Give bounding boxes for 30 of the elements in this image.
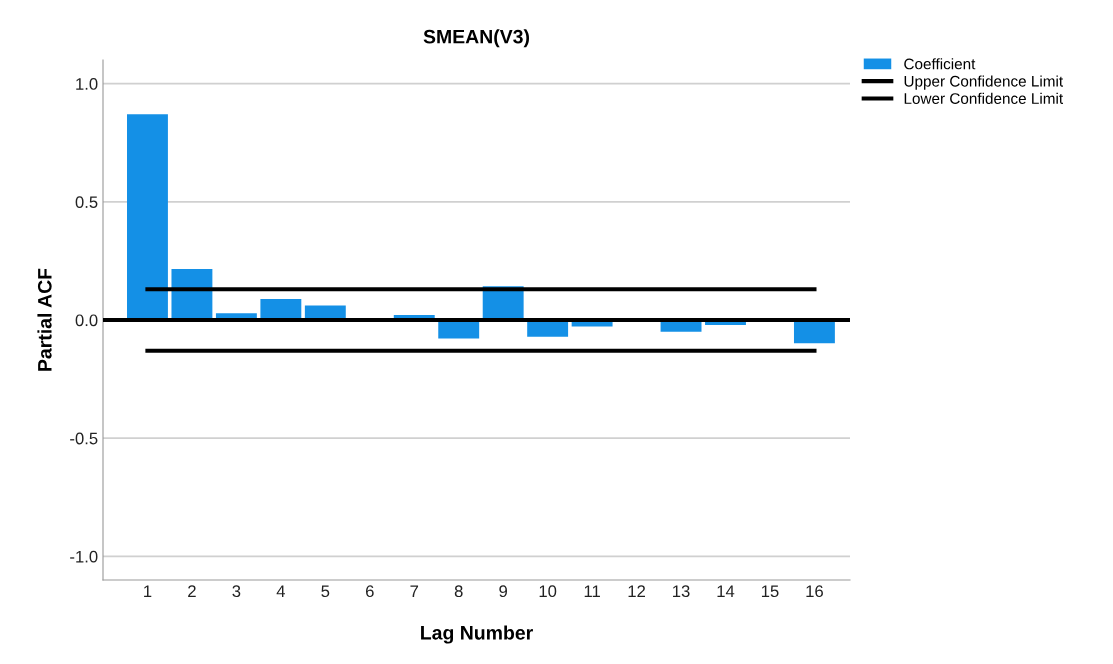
y-tick-label: 1.0	[76, 78, 98, 90]
y-tick-label: 0.5	[75, 196, 98, 209]
y-tick-label: 0.0	[75, 314, 98, 327]
x-tick-label: 13	[673, 585, 690, 598]
x-tick-label: 11	[584, 585, 600, 597]
bar	[260, 298, 302, 320]
y-axis-title: Partial ACF	[37, 268, 52, 371]
legend-label: Lower Confidence Limit	[904, 92, 1064, 104]
x-axis-title: Lag Number	[421, 625, 533, 644]
x-tick-label: 2	[188, 585, 196, 597]
x-tick-label: 8	[454, 585, 463, 598]
chart-title: SMEAN(V3)	[423, 29, 530, 48]
x-tick-label: 4	[276, 585, 285, 597]
x-tick-label: 5	[321, 585, 330, 598]
x-tick-label: 12	[628, 585, 645, 597]
x-tick-label: 3	[232, 585, 241, 598]
x-tick-label: 16	[806, 585, 823, 598]
x-tick-label: 14	[717, 585, 735, 597]
y-tick-label: -1.0	[70, 550, 98, 563]
x-tick-label: 9	[499, 585, 508, 598]
y-tick-label: -0.5	[70, 432, 98, 445]
x-tick-label: 6	[366, 585, 374, 598]
legend-label: Upper Confidence Limit	[904, 75, 1064, 90]
x-tick-label: 10	[539, 585, 557, 598]
bar	[793, 320, 835, 344]
bar	[127, 114, 168, 320]
x-tick-label: 15	[761, 585, 779, 598]
x-tick-label: 7	[410, 585, 419, 597]
x-tick-label: 1	[144, 585, 152, 597]
legend-label: Coefficient	[904, 58, 976, 70]
